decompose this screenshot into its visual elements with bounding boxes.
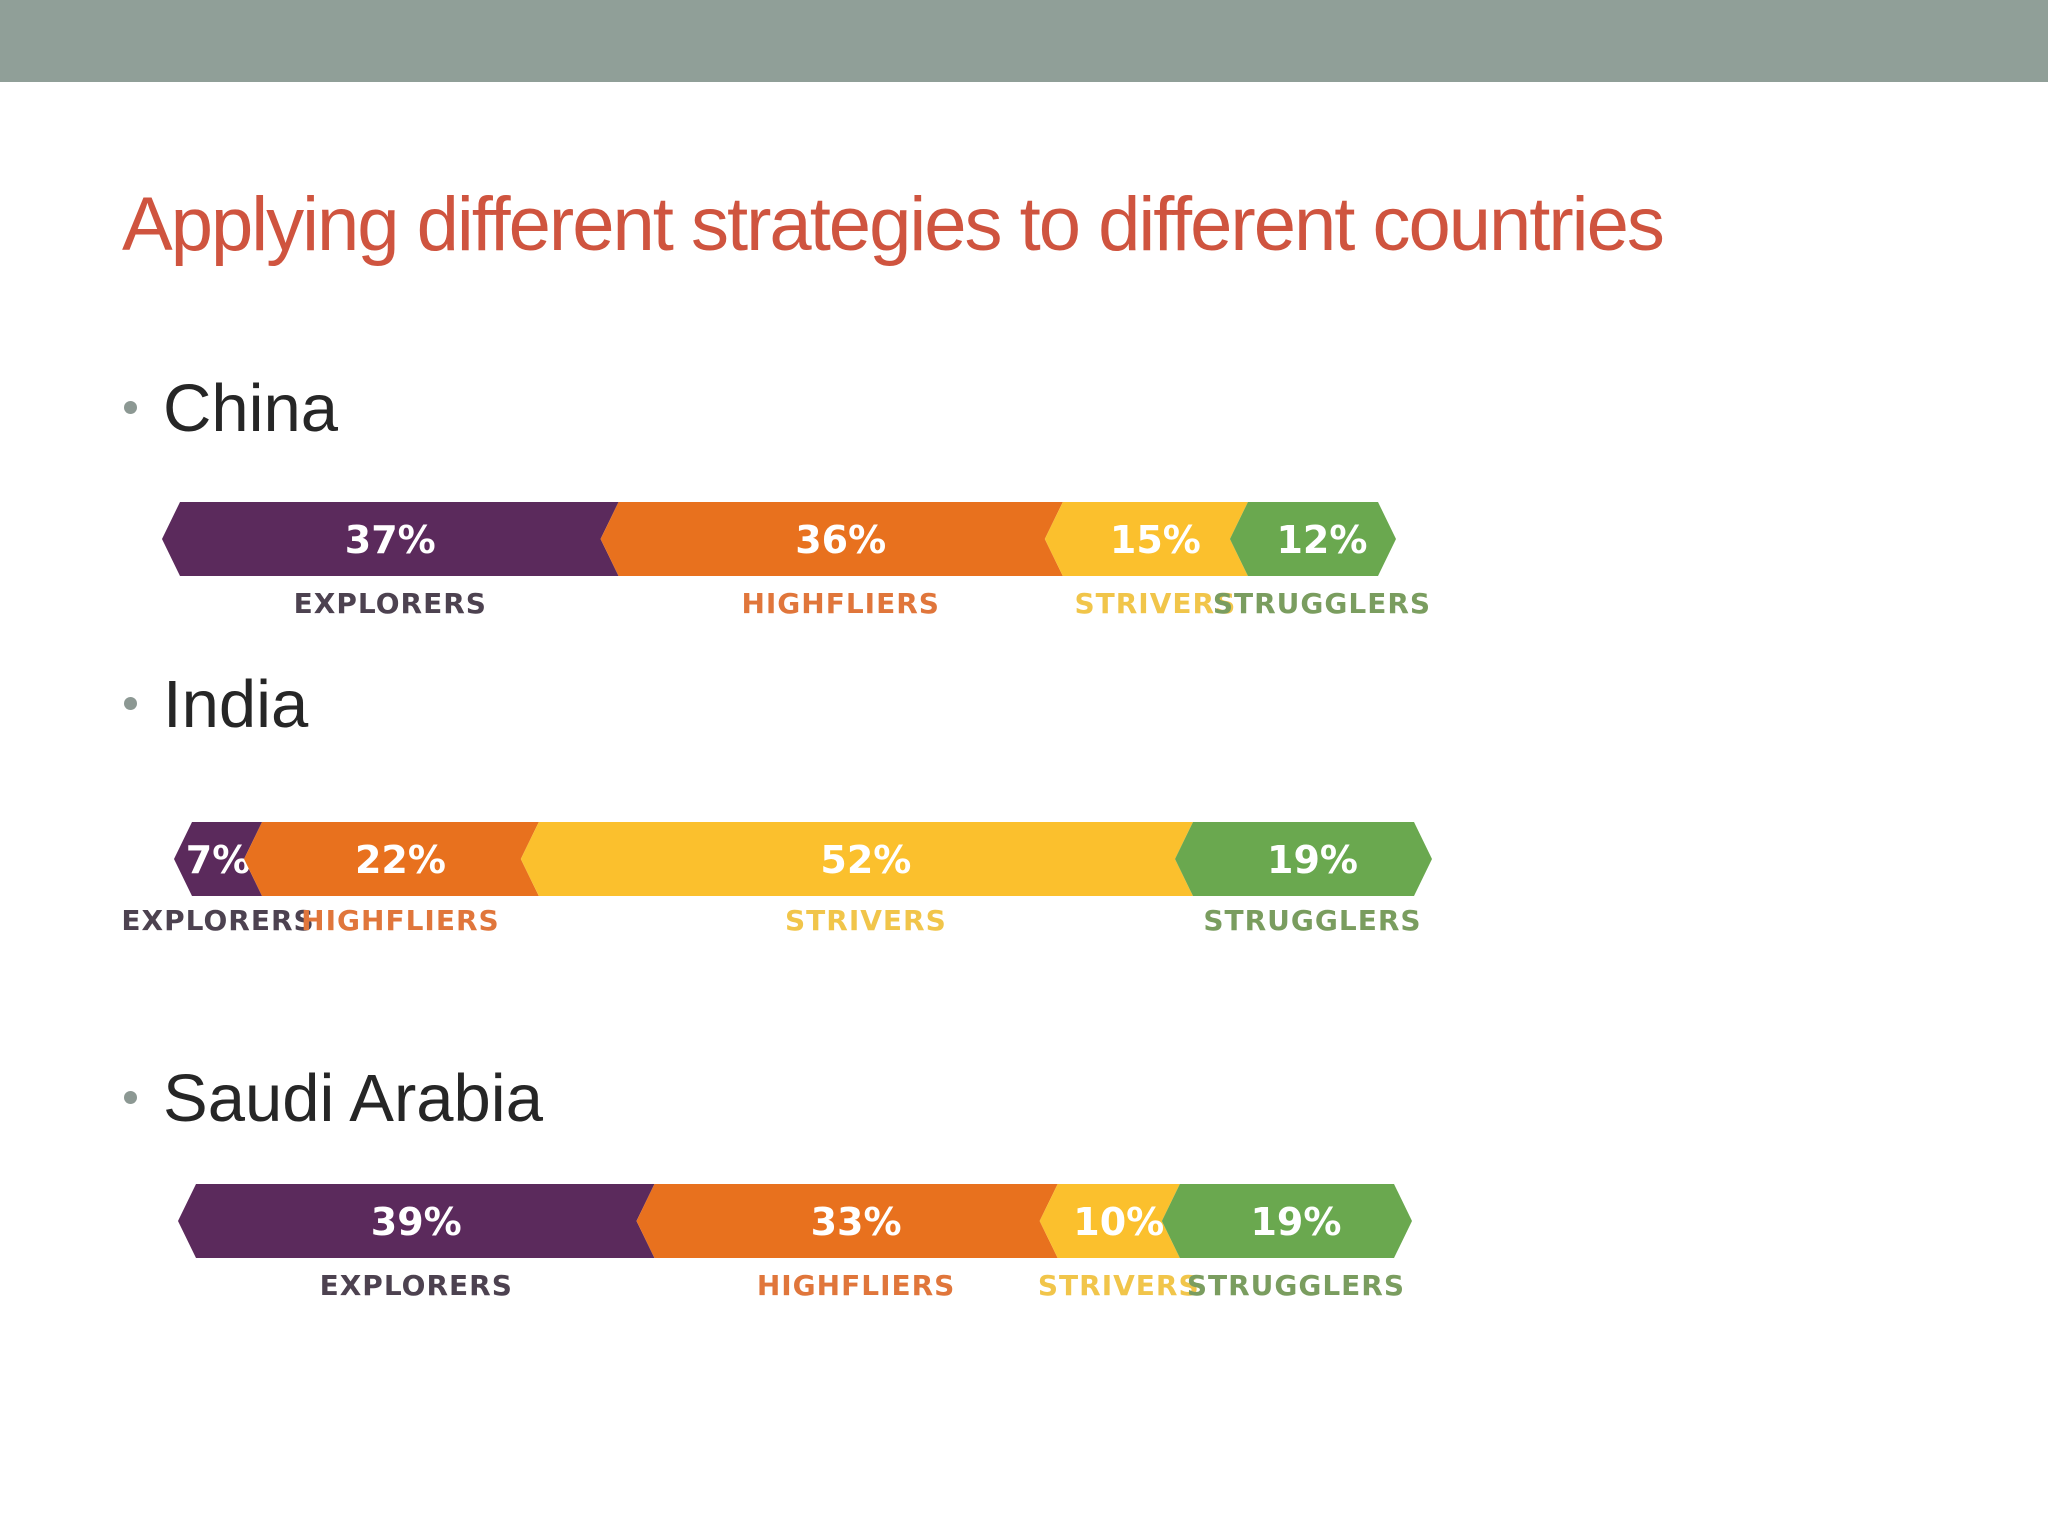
country-name: China: [163, 371, 339, 446]
country-heading-saudi-arabia: Saudi Arabia: [124, 1062, 543, 1136]
value-label: 12%: [1276, 518, 1367, 562]
category-label: STRUGGLERS: [1203, 904, 1421, 937]
chart-saudi-arabia: 39% EXPLORERS 33% HIGHFLIERS 10% STRIVERS 19% S…: [178, 1184, 1412, 1302]
category-label: STRIVERS: [1038, 1269, 1200, 1302]
bar-segment-explorers: [174, 822, 263, 896]
category-label: STRIVERS: [785, 904, 947, 937]
value-label: 37%: [345, 518, 436, 562]
category-label: EXPLORERS: [121, 904, 314, 937]
value-label: 39%: [371, 1200, 462, 1244]
country-heading-china: China: [124, 372, 338, 446]
bar-segment-explorers: [162, 502, 619, 576]
category-label: HIGHFLIERS: [741, 587, 940, 620]
bar-segment-strugglers: [1229, 502, 1396, 576]
value-label: 36%: [795, 518, 886, 562]
category-label: STRUGGLERS: [1213, 587, 1431, 620]
category-label: HIGHFLIERS: [301, 904, 500, 937]
value-label: 52%: [820, 838, 911, 882]
bar-segment-highfliers: [600, 502, 1063, 576]
value-label: 19%: [1250, 1200, 1341, 1244]
bullet-icon: [124, 400, 137, 414]
value-label: 10%: [1073, 1200, 1164, 1244]
country-name: Saudi Arabia: [163, 1061, 543, 1136]
bar-segment-strugglers: [1174, 822, 1432, 896]
value-label: 15%: [1110, 518, 1201, 562]
value-label: 22%: [355, 838, 446, 882]
bar-segment-highfliers: [636, 1184, 1058, 1258]
category-label: EXPLORERS: [294, 587, 487, 620]
bar-segment-strivers: [520, 822, 1193, 896]
country-name: India: [163, 667, 309, 742]
bullet-icon: [124, 1090, 137, 1104]
bar-segment-explorers: [178, 1184, 655, 1258]
bar-segment-highfliers: [244, 822, 539, 896]
bar-segment-strivers: [1044, 502, 1248, 576]
bullet-icon: [124, 696, 137, 710]
value-label: 33%: [811, 1200, 902, 1244]
country-heading-india: India: [124, 668, 308, 742]
bar-segment-strugglers: [1161, 1184, 1412, 1258]
category-label: STRUGGLERS: [1187, 1269, 1405, 1302]
category-label: STRIVERS: [1074, 587, 1236, 620]
slide-title: Applying different strategies to differe…: [122, 182, 1665, 267]
header-bar: [0, 0, 2048, 82]
category-label: HIGHFLIERS: [757, 1269, 956, 1302]
value-label: 19%: [1267, 838, 1358, 882]
chart-india: 7% EXPLORERS 22% HIGHFLIERS 52% STRIVERS 19% ST…: [121, 822, 1432, 937]
category-label: EXPLORERS: [320, 1269, 513, 1302]
chart-china: 37% EXPLORERS 36% HIGHFLIERS 15% STRIVERS 12% S…: [162, 502, 1431, 620]
bar-segment-strivers: [1039, 1184, 1180, 1258]
value-label: 7%: [186, 838, 251, 882]
